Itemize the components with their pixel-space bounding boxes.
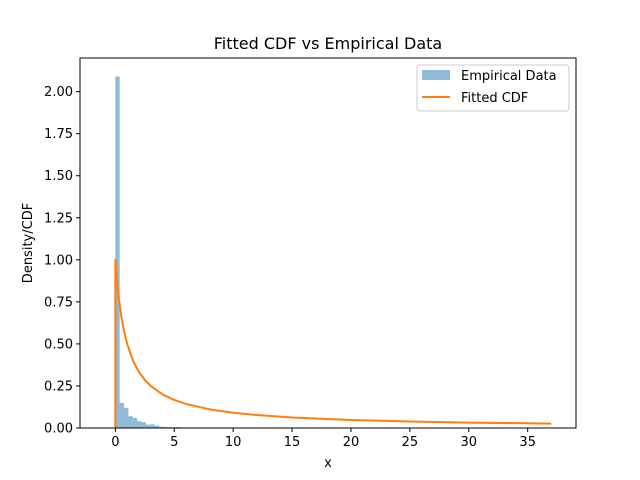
x-tick-label: 5 bbox=[170, 435, 178, 450]
y-axis-ticks: 0.00 0.25 0.50 0.75 1.00 1.25 1.50 1.75 2.00 bbox=[44, 85, 80, 437]
histogram-bar bbox=[119, 402, 125, 428]
x-tick-label: 10 bbox=[225, 435, 242, 450]
x-axis-ticks: 0 5 10 15 20 25 30 35 bbox=[111, 428, 536, 450]
x-axis-label: x bbox=[324, 456, 332, 471]
legend: Empirical Data Fitted CDF bbox=[416, 64, 570, 112]
fitted-cdf-line-layer bbox=[114, 258, 552, 428]
legend-swatch-empirical-data bbox=[422, 70, 450, 80]
y-axis-label: Density/CDF bbox=[21, 203, 36, 283]
y-tick-label: 1.25 bbox=[44, 211, 73, 226]
y-tick-label: 2.00 bbox=[44, 85, 73, 100]
histogram-bar bbox=[145, 424, 151, 428]
y-tick-label: 0.25 bbox=[44, 379, 73, 394]
x-tick-label: 30 bbox=[461, 435, 478, 450]
y-tick-label: 0.75 bbox=[44, 295, 73, 310]
histogram-bar bbox=[132, 417, 138, 428]
y-tick-label: 1.00 bbox=[44, 253, 73, 268]
x-tick-label: 20 bbox=[343, 435, 360, 450]
histogram-bar bbox=[124, 407, 129, 428]
y-tick-label: 1.50 bbox=[44, 169, 73, 184]
histogram-bar bbox=[137, 421, 142, 428]
chart-title: Fitted CDF vs Empirical Data bbox=[214, 34, 442, 53]
x-tick-label: 35 bbox=[519, 435, 536, 450]
histogram-bars bbox=[115, 76, 281, 428]
x-tick-label: 0 bbox=[111, 435, 119, 450]
histogram-bar bbox=[141, 422, 146, 428]
y-tick-label: 1.75 bbox=[44, 127, 73, 142]
y-tick-label: 0.00 bbox=[44, 422, 73, 437]
plot-area-frame bbox=[79, 57, 577, 429]
histogram-bar bbox=[128, 416, 133, 428]
fitted-cdf-line bbox=[114, 258, 552, 428]
histogram-bar bbox=[163, 426, 168, 428]
histogram-bar bbox=[154, 425, 159, 428]
histogram-bar bbox=[115, 76, 120, 428]
x-tick-label: 15 bbox=[284, 435, 301, 450]
legend-label-empirical-data: Empirical Data bbox=[461, 69, 557, 84]
y-tick-label: 0.50 bbox=[44, 337, 73, 352]
legend-box bbox=[416, 64, 570, 112]
histogram-bar bbox=[150, 424, 155, 428]
histogram-bar bbox=[176, 426, 181, 428]
histogram-bar bbox=[158, 426, 164, 428]
x-tick-label: 25 bbox=[402, 435, 419, 450]
legend-label-fitted-cdf: Fitted CDF bbox=[461, 91, 528, 106]
